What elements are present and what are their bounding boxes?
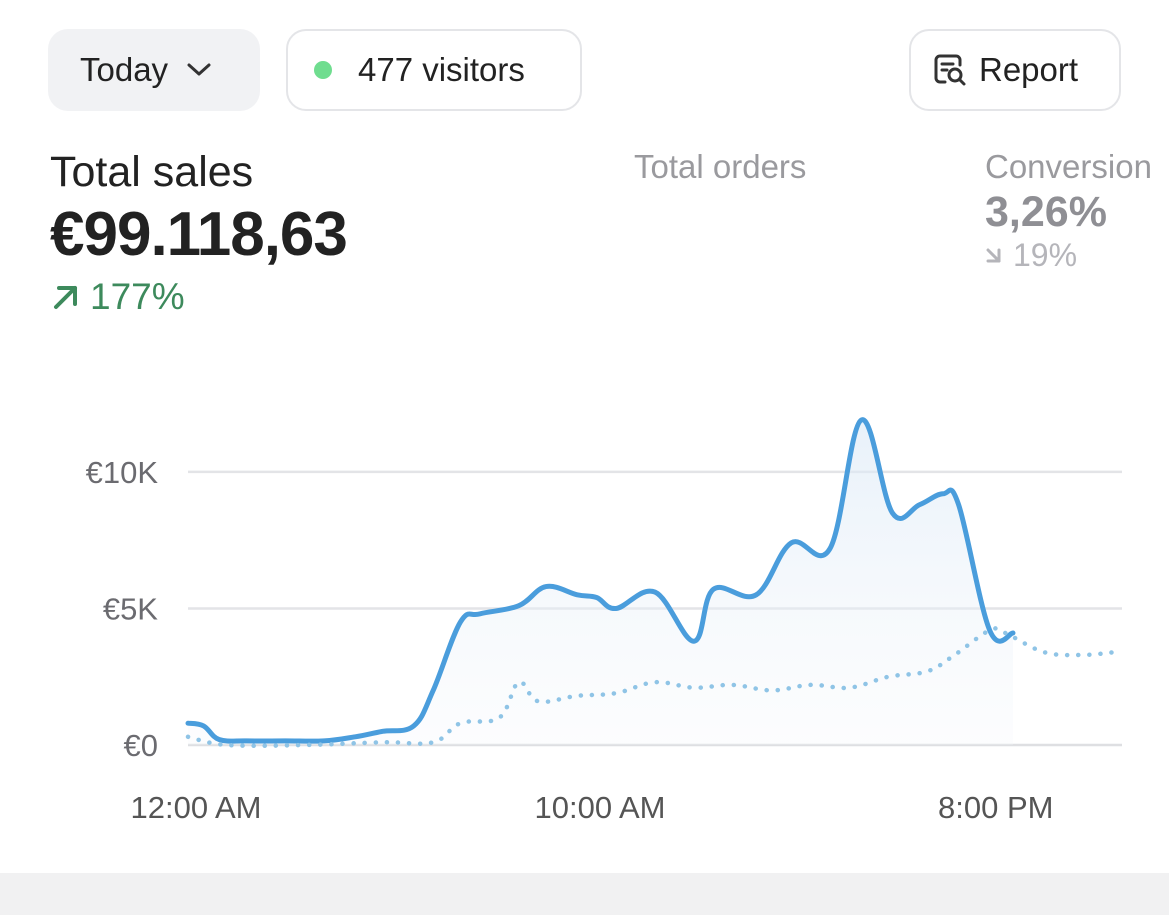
arrow-up-right-icon <box>54 286 77 309</box>
conversion-value: 3,26% <box>985 188 1107 236</box>
total-orders-label: Total orders <box>634 148 807 185</box>
report-label: Report <box>979 51 1079 88</box>
sales-line-chart[interactable]: €0 €5K €10K 12:00 AM 10:00 AM 8:00 PM <box>0 380 1169 840</box>
total-sales-value: €99.118,63 <box>50 200 348 269</box>
report-button[interactable]: Report <box>909 29 1121 111</box>
total-sales-metric[interactable]: Total sales €99.118,63 177% <box>50 148 348 318</box>
x-axis-tick-label: 12:00 AM <box>131 790 262 825</box>
x-axis-tick-label: 10:00 AM <box>535 790 666 825</box>
total-orders-metric[interactable]: Total orders <box>634 148 806 186</box>
conversion-label: Conversion <box>985 148 1152 185</box>
total-sales-change-value: 177% <box>90 276 185 317</box>
report-search-icon <box>931 51 969 89</box>
series-area-fill <box>188 419 1014 745</box>
date-range-dropdown[interactable]: Today <box>48 29 260 111</box>
y-axis-tick-label: €10K <box>86 455 159 490</box>
total-sales-label: Total sales <box>50 148 254 196</box>
bottom-bar <box>0 873 1169 915</box>
chevron-down-icon <box>186 62 212 78</box>
series-line-today[interactable] <box>185 417 1016 744</box>
date-range-label: Today <box>80 51 169 88</box>
total-sales-change: 177% <box>50 276 347 318</box>
live-visitors-button[interactable]: 477 visitors <box>286 29 582 111</box>
arrow-down-right-icon <box>986 248 1001 262</box>
visitors-label: 477 visitors <box>358 51 525 88</box>
conversion-change-value: 19% <box>1013 237 1078 273</box>
series-line-comparison[interactable] <box>185 626 1117 749</box>
live-status-dot-icon <box>314 61 332 79</box>
conversion-change: 19% <box>985 237 1169 274</box>
conversion-metric[interactable]: Conversion 3,26% 19% <box>985 148 1169 274</box>
y-axis-tick-label: €0 <box>124 728 158 763</box>
x-axis-tick-label: 8:00 PM <box>938 790 1053 825</box>
y-axis-tick-label: €5K <box>103 591 158 626</box>
